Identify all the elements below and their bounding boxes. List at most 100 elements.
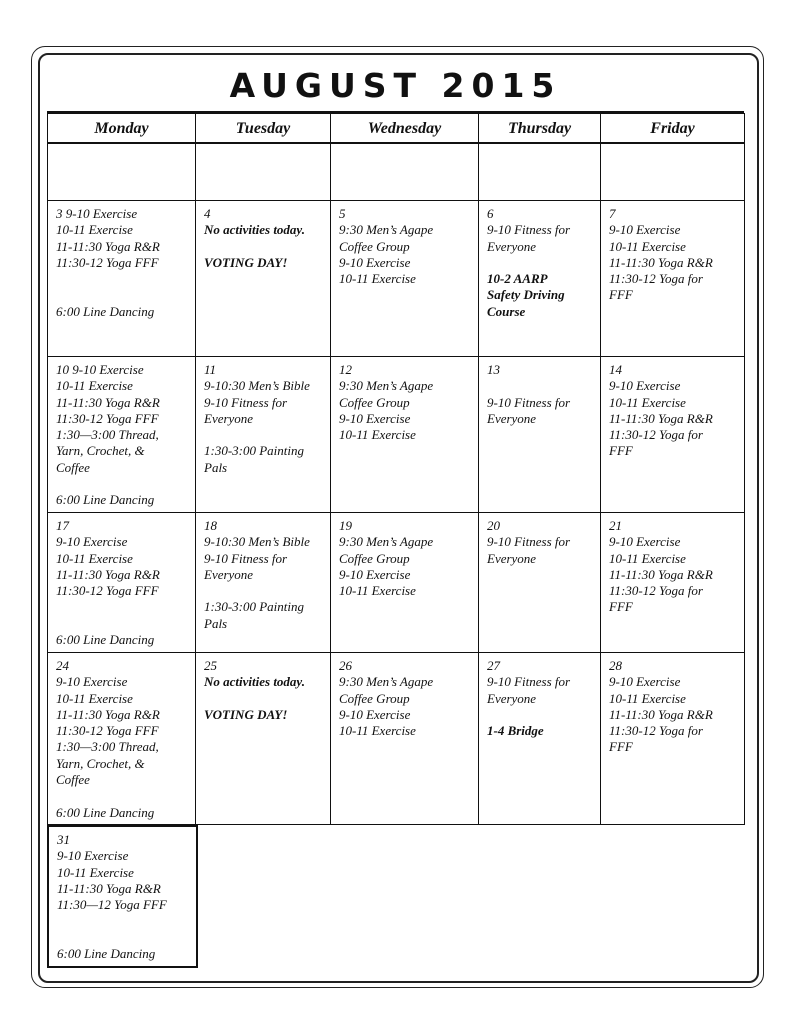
event-line: 9-10 Exercise <box>339 254 411 270</box>
event-line: 11:30-12 Yoga FFF <box>56 254 159 270</box>
event-line: 9:30 Men’s Agape <box>339 378 434 394</box>
event-line: 11-11:30 Yoga R&R <box>609 566 713 582</box>
event-line: Yarn, Crochet, & <box>56 443 145 459</box>
event-line: 1:30-3:00 Painting <box>204 443 305 459</box>
event-line: 11-11:30 Yoga R&R <box>609 254 713 270</box>
event-line: VOTING DAY! <box>204 706 288 722</box>
event-line: 9-10 Fitness for <box>487 222 571 238</box>
day-cell: 26 9:30 Men’s Agape Coffee Group 9-10 Exerc… <box>330 652 479 825</box>
event-line: Pals <box>204 459 228 475</box>
event-line: 6:00 Line Dancing <box>56 632 155 648</box>
date-and-event: 25 <box>204 658 217 673</box>
header-rule <box>47 111 744 114</box>
event-line: 11:30-12 Yoga for <box>609 427 703 443</box>
event-line: 11-11:30 Yoga R&R <box>56 566 160 582</box>
event-line: 1:30—3:00 Thread, <box>56 427 159 443</box>
event-line: 9-10 Fitness for <box>204 394 288 410</box>
event-line: Everyone <box>487 410 537 426</box>
event-line: 1:30-3:00 Painting <box>204 599 305 615</box>
event-line: Coffee <box>56 459 90 475</box>
event-line: Coffee Group <box>339 690 410 706</box>
event-line: 11:30-12 Yoga FFF <box>56 723 159 739</box>
day-header-tuesday: Tuesday <box>195 113 331 143</box>
event-line: 9-10 Exercise <box>609 222 681 238</box>
date-and-event: 13 <box>487 362 500 377</box>
event-line: 9-10 Exercise <box>339 706 411 722</box>
event-line: 10-2 AARP <box>487 271 548 287</box>
event-line: 11-11:30 Yoga R&R <box>609 706 713 722</box>
day-cell: 27 9-10 Fitness for Everyone 1-4 Bridge <box>478 652 601 825</box>
date-and-event: 5 <box>339 206 346 221</box>
day-header-monday: Monday <box>47 113 196 143</box>
event-line: Everyone <box>204 566 254 582</box>
event-line: 11:30-12 Yoga for <box>609 583 703 599</box>
day-cell: 6 9-10 Fitness for Everyone 10-2 AARP Safety… <box>478 200 601 357</box>
date-and-event: 12 <box>339 362 352 377</box>
day-header-friday: Friday <box>600 113 745 143</box>
event-line: 10-11 Exercise <box>339 427 416 443</box>
event-line: Coffee Group <box>339 550 410 566</box>
event-line <box>204 583 330 599</box>
event-line <box>487 255 600 271</box>
day-cell: 11 9-10:30 Men’s Bible 9-10 Fitness for Eve… <box>195 356 331 513</box>
event-line: 10-11 Exercise <box>339 271 416 287</box>
date-and-event: 21 <box>609 518 622 533</box>
event-line <box>57 930 196 946</box>
date-and-event: 11 <box>204 362 217 377</box>
day-header-wednesday: Wednesday <box>330 113 479 143</box>
event-line: 9-10:30 Men’s Bible <box>204 534 310 550</box>
event-line: 9-10 Exercise <box>339 410 411 426</box>
event-line: 11:30-12 Yoga for <box>609 271 703 287</box>
event-line: Coffee <box>56 772 90 788</box>
day-cell: 4 No activities today. VOTING DAY! <box>195 200 331 357</box>
event-line: 10-11 Exercise <box>57 864 134 880</box>
day-cell: 10 9-10 Exercise 10-11 Exercise 11-11:30 Y… <box>47 356 196 513</box>
date-and-event: 19 <box>339 518 352 533</box>
event-line <box>204 239 330 255</box>
day-cell: 28 9-10 Exercise 10-11 Exercise 11-11:30 Yo… <box>600 652 745 825</box>
day-cell <box>478 143 601 201</box>
date-and-event: 7 <box>609 206 616 221</box>
event-line: 9-10 Exercise <box>609 534 681 550</box>
event-line: Safety Driving <box>487 287 565 303</box>
event-line: 9-10 Exercise <box>609 674 681 690</box>
day-cell: 25 No activities today. VOTING DAY! <box>195 652 331 825</box>
event-line <box>204 427 330 443</box>
event-line: No activities today. <box>204 222 305 238</box>
event-line: 10-11 Exercise <box>56 550 133 566</box>
day-cell: 24 9-10 Exercise 10-11 Exercise 11-11:30 Yo… <box>47 652 196 825</box>
event-line: 6:00 Line Dancing <box>56 303 155 319</box>
day-cell: 17 9-10 Exercise 10-11 Exercise 11-11:30 Yo… <box>47 512 196 653</box>
event-line: 9-10:30 Men’s Bible <box>204 378 310 394</box>
date-and-event: 20 <box>487 518 500 533</box>
event-line <box>56 476 195 492</box>
event-line: 10-11 Exercise <box>609 238 686 254</box>
event-line: 11-11:30 Yoga R&R <box>56 238 160 254</box>
event-line: VOTING DAY! <box>204 254 288 270</box>
page-border-outer <box>31 46 764 988</box>
page-border-inner <box>38 53 759 983</box>
event-line: Everyone <box>487 690 537 706</box>
event-line: 11-11:30 Yoga R&R <box>56 394 160 410</box>
event-line: 1:30—3:00 Thread, <box>56 739 159 755</box>
event-line: Pals <box>204 615 228 631</box>
event-line: 6:00 Line Dancing <box>56 492 155 508</box>
event-line: FFF <box>609 287 633 303</box>
event-line: 11:30-12 Yoga FFF <box>56 410 159 426</box>
event-line: 11-11:30 Yoga R&R <box>56 706 160 722</box>
event-line: Course <box>487 303 526 319</box>
day-cell <box>47 143 196 201</box>
event-line: Everyone <box>487 238 537 254</box>
event-line: FFF <box>609 599 633 615</box>
event-line: 9-10 Fitness for <box>487 674 571 690</box>
day-cell: 3 9-10 Exercise 10-11 Exercise 11-11:30 Yo… <box>47 200 196 357</box>
event-line <box>204 691 330 707</box>
event-line: Coffee Group <box>339 394 410 410</box>
date-and-event: 3 9-10 Exercise <box>56 206 138 221</box>
event-line: 6:00 Line Dancing <box>57 946 156 962</box>
event-line: 9-10 Exercise <box>56 534 128 550</box>
event-line: 1-4 Bridge <box>487 723 544 739</box>
event-line: 11:30-12 Yoga FFF <box>56 583 159 599</box>
event-line: 10-11 Exercise <box>609 690 686 706</box>
event-line: 9-10 Fitness for <box>204 550 288 566</box>
